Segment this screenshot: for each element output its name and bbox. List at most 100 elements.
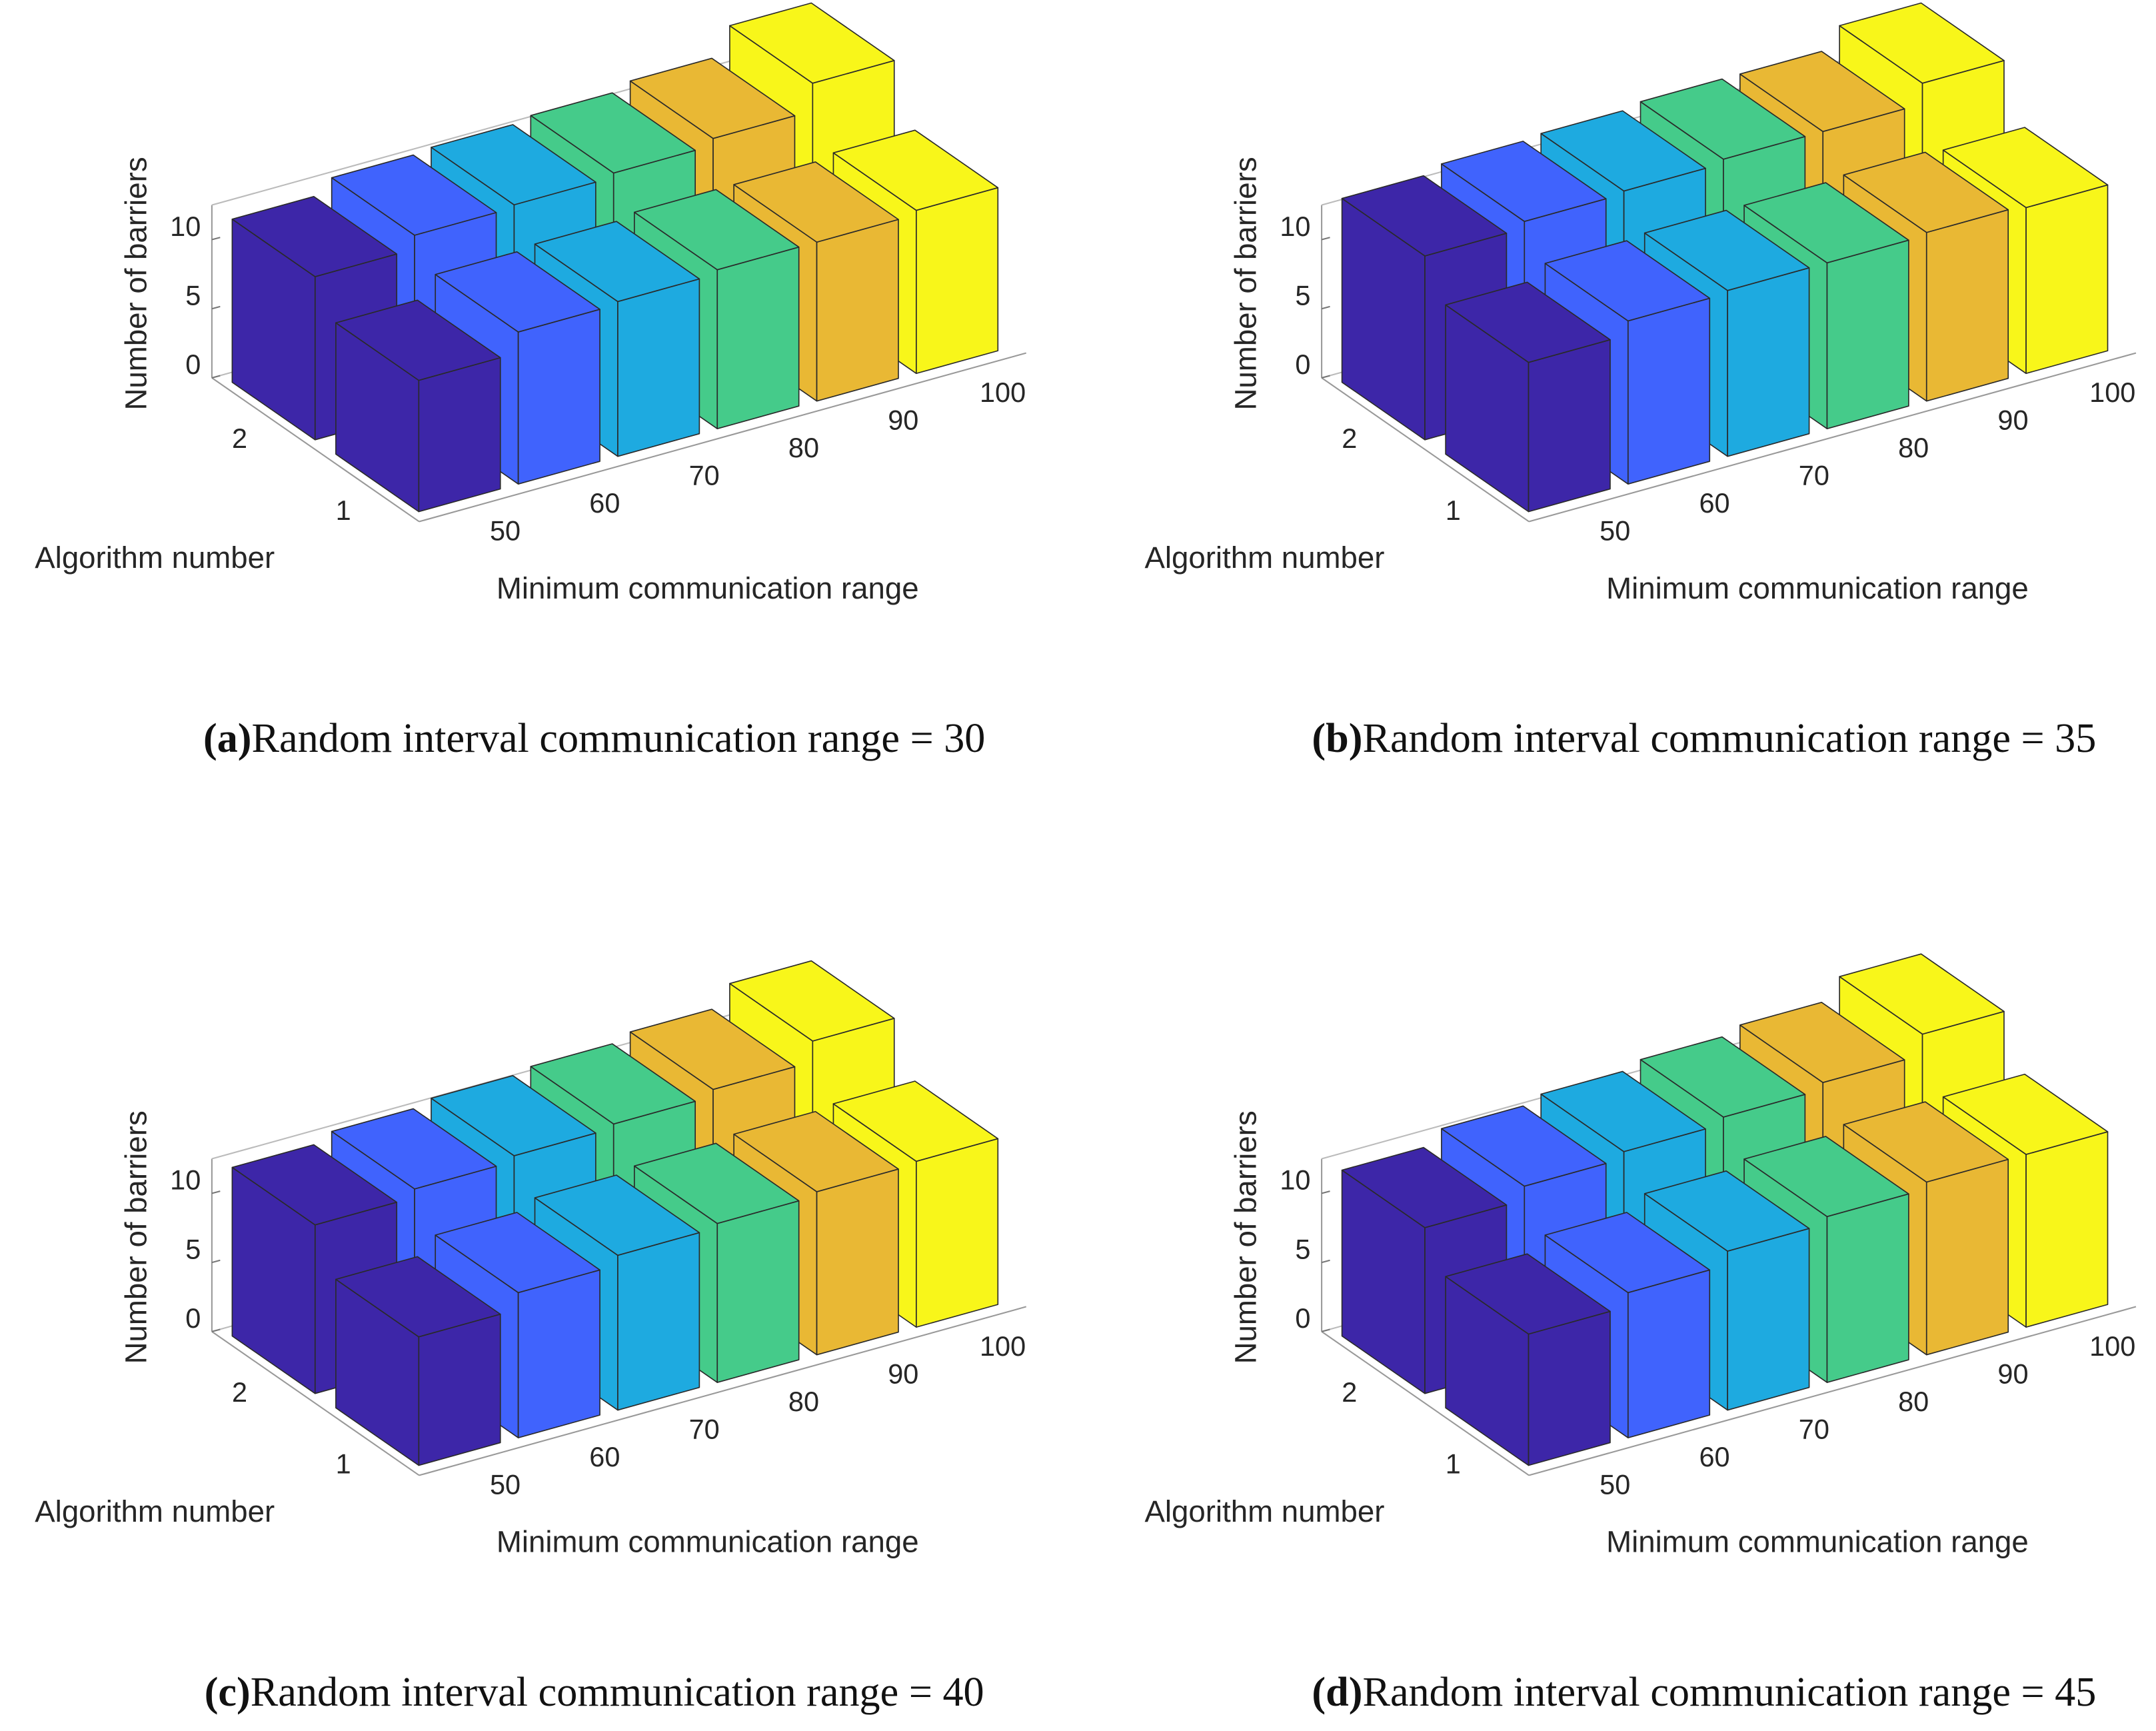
chart-panel: 0 5 10 50 60 70 80 90 100 1 2 Minimum communication…: [1144, 953, 2137, 1715]
z-tick: [211, 1190, 221, 1194]
x-tick-label: 50: [1600, 1468, 1630, 1500]
bar-front: [716, 1200, 800, 1383]
chart-panel: 0 5 10 50 60 70 80 90 100 1 2 Minimum communication…: [35, 960, 1027, 1715]
y-tick-label: 2: [232, 1376, 247, 1408]
chart-panel: 0 5 10 50 60 70 80 90 100 1 2 Minimum communication…: [1144, 2, 2137, 761]
bar-front: [2025, 1131, 2109, 1328]
bar-front: [1727, 267, 1810, 457]
caption-text: Random interval communication range = 30: [252, 716, 986, 761]
caption: (a)Random interval communication range =…: [203, 716, 985, 761]
x-tick-label: 100: [2089, 1330, 2135, 1362]
bar-front: [816, 219, 899, 402]
x-tick-label: 60: [589, 487, 620, 519]
z-tick: [211, 305, 221, 310]
bar-top: [1743, 1136, 1909, 1218]
bar-top: [629, 57, 796, 139]
bar-top: [1643, 209, 1810, 291]
z-tick-label: 5: [185, 280, 201, 311]
bar-top: [530, 92, 696, 174]
bar-top: [231, 195, 398, 277]
bar-top: [331, 1108, 497, 1190]
x-tick-label: 100: [980, 1330, 1026, 1362]
caption: (b)Random interval communication range =…: [1312, 716, 2096, 761]
z-tick-label: 0: [185, 1302, 201, 1334]
chart-panel: 0 5 10 50 60 70 80 90 100 1 2 Minimum communication…: [35, 2, 1027, 761]
bar-top: [1942, 1073, 2109, 1155]
x-axis: [1528, 352, 2137, 523]
bar-top: [1441, 141, 1607, 222]
z-tick: [211, 1328, 221, 1332]
bar-top: [1942, 127, 2109, 209]
bar-front: [418, 357, 501, 513]
bar-front: [1925, 1158, 2009, 1356]
y-axis-title: Algorithm number: [1144, 1494, 1384, 1528]
y-axis-title: Algorithm number: [35, 1494, 275, 1528]
caption-label: (a): [203, 716, 252, 761]
y-tick-label: 2: [1342, 1376, 1357, 1408]
bar-front: [517, 309, 600, 485]
bar-top: [1743, 182, 1909, 264]
bar-top: [1540, 1070, 1706, 1152]
x-tick-label: 60: [589, 1441, 620, 1472]
x-tick-label: 70: [689, 460, 720, 491]
bar-front: [816, 1168, 899, 1356]
bar-top: [1544, 1212, 1711, 1294]
bar-top: [431, 1074, 596, 1156]
bar-top: [729, 960, 895, 1042]
bar-front: [1826, 1193, 1909, 1383]
z-tick: [1321, 237, 1330, 241]
x-tick-label: 100: [980, 377, 1026, 408]
bar-top: [435, 251, 600, 333]
bar-front: [916, 187, 999, 375]
x-tick-label: 60: [1699, 1441, 1729, 1472]
x-axis-title: Minimum communication range: [497, 1525, 919, 1559]
bar-top: [530, 1043, 696, 1125]
bar-top: [331, 154, 497, 236]
bar-top: [729, 2, 895, 84]
bar-top: [1839, 2, 2005, 84]
bar-top: [1839, 953, 2005, 1035]
bar-top: [1445, 1253, 1611, 1335]
y-axis: [1321, 1330, 1530, 1476]
x-axis: [419, 352, 1027, 523]
bar-top: [634, 1142, 800, 1224]
z-tick-label: 0: [185, 349, 201, 380]
bar-top: [1739, 51, 1905, 133]
bar-top: [431, 124, 596, 206]
z-tick: [1321, 1328, 1330, 1332]
z-tick-label: 10: [1280, 211, 1310, 242]
caption-label: (c): [205, 1670, 251, 1715]
x-tick-label: 70: [1799, 460, 1829, 491]
bar-front: [517, 1269, 600, 1438]
x-axis: [1528, 1306, 2137, 1476]
caption-text: Random interval communication range = 45: [1362, 1670, 2096, 1715]
z-tick-label: 10: [1280, 1164, 1310, 1196]
x-tick-label: 50: [490, 1468, 521, 1500]
y-tick-label: 1: [1446, 495, 1461, 526]
z-tick: [211, 237, 221, 241]
bar-front: [617, 278, 700, 457]
z-axis-title: Number of barriers: [119, 1110, 153, 1364]
bar-top: [534, 221, 700, 303]
x-tick-label: 50: [490, 515, 521, 547]
bar-top: [832, 129, 999, 211]
bar-top: [335, 299, 501, 381]
bar-front: [1826, 239, 1909, 430]
y-tick-label: 1: [1446, 1448, 1461, 1480]
y-axis: [211, 1330, 420, 1476]
z-tick: [1321, 1190, 1330, 1194]
bar-front: [418, 1313, 501, 1466]
z-tick-label: 0: [1295, 349, 1310, 380]
caption-label: (d): [1312, 1670, 1362, 1715]
x-tick-label: 100: [2089, 377, 2135, 408]
x-axis-title: Minimum communication range: [1606, 571, 2029, 605]
bar-top: [733, 1110, 899, 1192]
x-axis: [419, 1306, 1027, 1476]
caption-text: Random interval communication range = 35: [1362, 716, 2096, 761]
bar-top: [335, 1256, 501, 1338]
bar-top: [1643, 1170, 1810, 1252]
bar-top: [534, 1174, 700, 1256]
bar-front: [617, 1232, 700, 1411]
x-tick-label: 50: [1600, 515, 1630, 547]
